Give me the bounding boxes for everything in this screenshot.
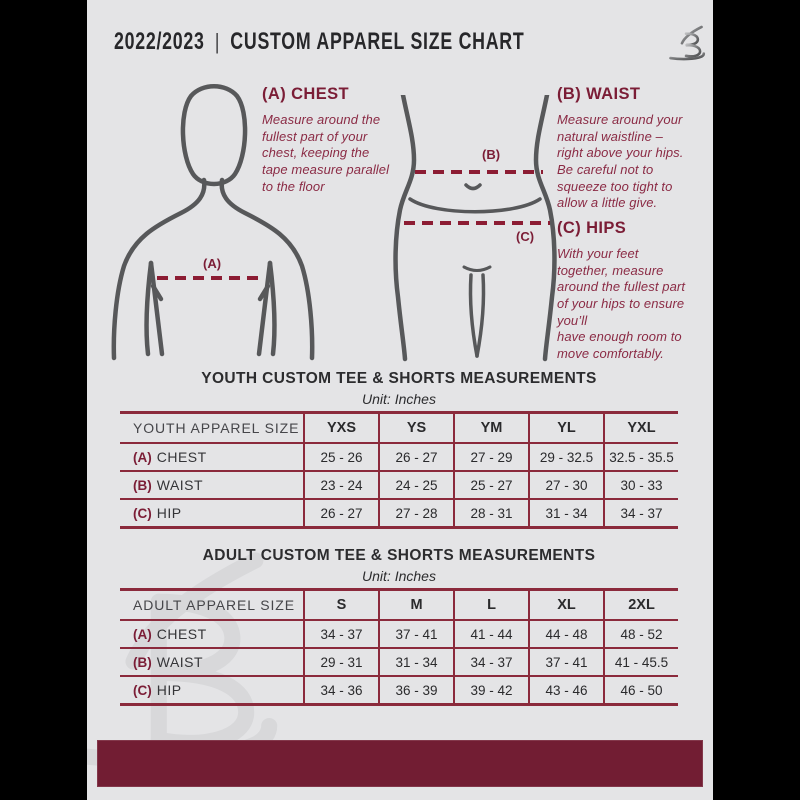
- cell: 36 - 39: [378, 677, 453, 703]
- cell: 37 - 41: [528, 649, 603, 677]
- adult-header-m: M: [378, 591, 453, 621]
- row-label: HIP: [156, 505, 182, 521]
- adult-header-label: ADULT APPAREL SIZE: [120, 591, 303, 621]
- adult-size-table: ADULT APPAREL SIZE S M L XL 2XL (A) CHEST…: [120, 588, 678, 706]
- cell: 43 - 46: [528, 677, 603, 703]
- cell: 30 - 33: [603, 472, 678, 500]
- row-label: HIP: [156, 682, 182, 698]
- adult-table-unit: Unit: Inches: [362, 568, 436, 584]
- hip-marker-label: (C): [516, 229, 534, 244]
- cell: 34 - 37: [303, 621, 378, 649]
- adult-header-l: L: [453, 591, 528, 621]
- adult-table-title: ADULT CUSTOM TEE & SHORTS MEASUREMENTS: [202, 547, 596, 564]
- row-prefix: (A): [133, 449, 152, 465]
- youth-table-title: YOUTH CUSTOM TEE & SHORTS MEASUREMENTS: [201, 370, 597, 387]
- cell: 34 - 37: [603, 500, 678, 526]
- youth-size-table: YOUTH APPAREL SIZE YXS YS YM YL YXL (A) C…: [120, 411, 678, 529]
- adult-header-xl: XL: [528, 591, 603, 621]
- footer-bar: [97, 740, 703, 787]
- row-prefix: (C): [133, 505, 152, 521]
- cell: 23 - 24: [303, 472, 378, 500]
- youth-header-yxl: YXL: [603, 414, 678, 444]
- cell: 44 - 48: [528, 621, 603, 649]
- cell: 27 - 30: [528, 472, 603, 500]
- row-label: CHEST: [156, 449, 207, 465]
- hips-guide: (C) HIPS With your feet together, measur…: [557, 219, 709, 362]
- row-prefix: (B): [133, 477, 152, 493]
- row-prefix: (A): [133, 626, 152, 642]
- title-separator: |: [214, 29, 220, 54]
- cell: 48 - 52: [603, 621, 678, 649]
- chest-guide-body: Measure around the fullest part of your …: [262, 112, 390, 194]
- cell: 29 - 32.5: [528, 444, 603, 472]
- cell: 31 - 34: [528, 500, 603, 526]
- waist-guide: (B) WAIST Measure around your natural wa…: [557, 85, 709, 212]
- row-label: CHEST: [156, 626, 207, 642]
- chest-guide-heading: (A) CHEST: [262, 85, 350, 103]
- cell: 34 - 37: [453, 649, 528, 677]
- cell: 27 - 28: [378, 500, 453, 526]
- cell: 26 - 27: [378, 444, 453, 472]
- chart-title: CUSTOM APPAREL SIZE CHART: [230, 28, 525, 55]
- hips-guide-body: With your feet together, measure around …: [557, 246, 686, 361]
- youth-header-ys: YS: [378, 414, 453, 444]
- cell: 25 - 26: [303, 444, 378, 472]
- row-prefix: (B): [133, 654, 152, 670]
- cell: 26 - 27: [303, 500, 378, 526]
- page: 2022/2023 | CUSTOM APPAREL SIZE CHART: [87, 0, 713, 800]
- upper-body-figure: (A): [111, 84, 315, 361]
- cell: 34 - 36: [303, 677, 378, 703]
- cell: 41 - 45.5: [603, 649, 678, 677]
- season-label: 2022/2023: [114, 28, 205, 55]
- lower-torso-figure: (B) (C): [393, 95, 557, 362]
- youth-header-ym: YM: [453, 414, 528, 444]
- cell: 27 - 29: [453, 444, 528, 472]
- youth-table-unit: Unit: Inches: [362, 391, 436, 407]
- cell: 41 - 44: [453, 621, 528, 649]
- cell: 32.5 - 35.5: [603, 444, 678, 472]
- cell: 24 - 25: [378, 472, 453, 500]
- brand: BREAKAWAY: [668, 24, 713, 61]
- waist-guide-body: Measure around your natural waistline – …: [557, 112, 684, 211]
- cell: 46 - 50: [603, 677, 678, 703]
- cell: 39 - 42: [453, 677, 528, 703]
- chest-marker-label: (A): [203, 256, 221, 271]
- adult-header-2xl: 2XL: [603, 591, 678, 621]
- waist-guide-heading: (B) WAIST: [557, 85, 641, 103]
- header: 2022/2023 | CUSTOM APPAREL SIZE CHART: [87, 22, 713, 62]
- page-title: 2022/2023 | CUSTOM APPAREL SIZE CHART: [114, 28, 524, 56]
- cell: 28 - 31: [453, 500, 528, 526]
- youth-section-title: YOUTH CUSTOM TEE & SHORTS MEASUREMENTS U…: [120, 370, 678, 407]
- chest-guide: (A) CHEST Measure around the fullest par…: [262, 85, 414, 195]
- hips-guide-heading: (C) HIPS: [557, 219, 627, 237]
- cell: 37 - 41: [378, 621, 453, 649]
- cell: 29 - 31: [303, 649, 378, 677]
- waist-marker-label: (B): [482, 147, 500, 162]
- youth-header-yxs: YXS: [303, 414, 378, 444]
- row-prefix: (C): [133, 682, 152, 698]
- cell: 31 - 34: [378, 649, 453, 677]
- breakaway-logo-icon: [668, 25, 705, 60]
- youth-header-yl: YL: [528, 414, 603, 444]
- adult-header-s: S: [303, 591, 378, 621]
- cell: 25 - 27: [453, 472, 528, 500]
- youth-header-label: YOUTH APPAREL SIZE: [120, 414, 303, 444]
- adult-section-title: ADULT CUSTOM TEE & SHORTS MEASUREMENTS U…: [120, 547, 678, 584]
- row-label: WAIST: [156, 477, 204, 493]
- row-label: WAIST: [156, 654, 204, 670]
